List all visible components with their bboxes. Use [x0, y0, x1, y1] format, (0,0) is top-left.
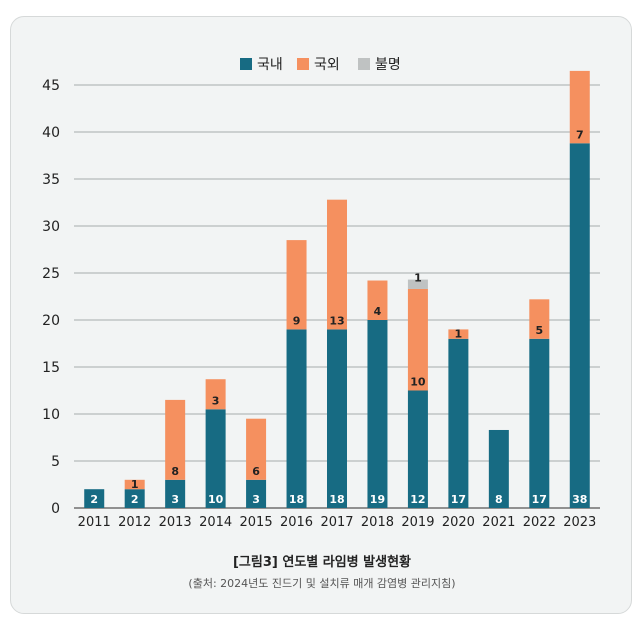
legend-label: 국내	[257, 57, 283, 73]
y-tick-label: 45	[42, 78, 60, 94]
bar-2013-국내	[165, 479, 186, 508]
legend-swatch-불명	[358, 58, 370, 70]
bar-2022-국내	[529, 338, 550, 508]
bar-2015-국내	[246, 479, 267, 508]
x-tick-label: 2012	[118, 515, 151, 530]
x-tick-label: 2011	[78, 515, 111, 530]
data-label: 17	[532, 493, 547, 506]
x-tick-label: 2018	[361, 515, 394, 530]
data-label: 13	[329, 314, 344, 327]
y-tick-label: 15	[42, 360, 60, 376]
x-tick-label: 2015	[240, 515, 273, 530]
data-label: 3	[171, 493, 179, 506]
bar-2021-국내	[488, 429, 509, 508]
bar-2020-국외	[448, 329, 469, 339]
data-label: 18	[289, 493, 304, 506]
bar-2019-국내	[407, 390, 428, 508]
data-label: 10	[208, 493, 224, 506]
bar-2016-국내	[286, 329, 307, 508]
bar-2020-국내	[448, 338, 469, 508]
x-tick-label: 2017	[320, 515, 353, 530]
bar-2023-국내	[569, 143, 590, 508]
data-label: 2	[90, 493, 98, 506]
data-label: 19	[370, 493, 385, 506]
y-tick-label: 35	[42, 172, 60, 188]
figure-caption-source: (출처: 2024년도 진드기 및 설치류 매개 감염병 관리지침)	[188, 577, 456, 590]
x-tick-label: 2021	[482, 515, 515, 530]
legend-label: 국외	[314, 57, 340, 73]
bar-2019-불명	[407, 279, 428, 289]
x-tick-label: 2014	[199, 515, 232, 530]
bar-2018-국내	[367, 320, 388, 508]
bar-2019-국외	[407, 288, 428, 391]
bar-2018-국외	[367, 280, 388, 320]
bar-2022-국외	[529, 299, 550, 339]
data-label: 1	[131, 478, 139, 491]
legend-swatch-국내	[240, 58, 252, 70]
y-tick-label: 0	[51, 501, 60, 517]
x-tick-label: 2016	[280, 515, 313, 530]
bar-2012-국외	[124, 479, 145, 490]
data-label: 17	[451, 493, 466, 506]
data-label: 18	[329, 493, 344, 506]
legend-swatch-국외	[297, 58, 309, 70]
data-label: 38	[572, 493, 587, 506]
data-label: 6	[252, 465, 260, 478]
data-label: 1	[455, 327, 463, 340]
x-tick-label: 2020	[442, 515, 475, 530]
y-tick-label: 5	[51, 454, 60, 470]
y-tick-label: 10	[42, 407, 60, 423]
data-label: 7	[576, 128, 584, 141]
bar-2017-국외	[327, 199, 347, 330]
bar-2012-국내	[124, 489, 145, 508]
legend-label: 불명	[375, 57, 401, 73]
data-label: 10	[410, 376, 426, 389]
data-label: 9	[293, 314, 301, 327]
bar-2016-국외	[286, 240, 307, 330]
data-label: 8	[495, 493, 503, 506]
bar-2023-국외	[569, 70, 590, 144]
data-label: 1	[414, 272, 422, 285]
y-tick-label: 20	[42, 313, 60, 329]
x-tick-label: 2022	[523, 515, 556, 530]
y-tick-label: 40	[42, 125, 60, 141]
data-label: 5	[535, 324, 543, 337]
x-tick-label: 2013	[159, 515, 192, 530]
data-label: 3	[212, 394, 220, 407]
data-label: 8	[171, 465, 179, 478]
bar-2014-국외	[205, 379, 226, 410]
y-tick-label: 25	[42, 266, 60, 282]
bar-2014-국내	[205, 409, 226, 508]
figure-caption-title: [그림3] 연도별 라임병 발생현황	[232, 555, 412, 570]
bar-2013-국외	[165, 399, 186, 480]
data-label: 12	[410, 493, 425, 506]
bar-2015-국외	[246, 418, 267, 480]
data-label: 4	[374, 305, 382, 318]
x-tick-label: 2019	[401, 515, 434, 530]
chart-card	[10, 16, 632, 614]
x-tick-label: 2023	[563, 515, 596, 530]
data-label: 2	[131, 493, 139, 506]
bar-2011-국내	[84, 489, 105, 508]
bar-2017-국내	[327, 329, 347, 508]
y-tick-label: 30	[42, 219, 60, 235]
data-label: 3	[252, 493, 260, 506]
